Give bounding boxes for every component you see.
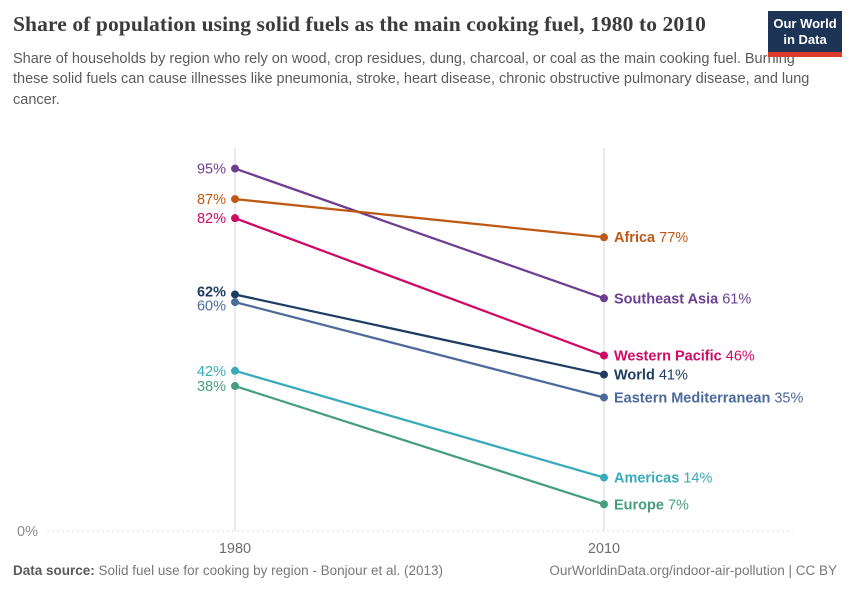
series-name-label[interactable]: Americas [614,471,679,487]
series-dot-start[interactable] [231,382,239,391]
zero-baseline-label: 0% [17,524,38,540]
series-end-value-label: 61% [718,291,751,307]
data-source-label: Data source: [13,563,95,578]
series-end-label[interactable]: World 41% [614,368,688,384]
series-name-label[interactable]: Europe [614,497,664,513]
series-africa: 87% Africa 77% [197,192,688,246]
series-eastern-mediterranean: 60% Eastern Mediterranean 35% [197,298,804,406]
series-dot-start[interactable] [231,195,239,204]
series-line[interactable] [234,167,605,300]
series-end-value-label: 14% [679,471,712,487]
series-name-label[interactable]: Africa [614,230,656,246]
series-europe: 38% Europe 7% [197,379,689,513]
series-start-value-label: 87% [197,192,226,208]
series-start-value-label: 82% [197,211,226,227]
series-line[interactable] [234,197,605,239]
series-dot-end[interactable] [600,370,608,379]
series-line[interactable] [234,301,605,399]
series-end-value-label: 7% [664,497,689,513]
series-end-value-label: 46% [722,349,755,365]
x-tick-2010: 2010 [588,541,620,557]
series-end-value-label: 41% [655,368,688,384]
series-end-label[interactable]: Europe 7% [614,497,689,513]
series-start-value-label: 38% [197,379,226,395]
series-dot-end[interactable] [600,351,608,360]
owid-logo: Our World in Data [768,11,842,57]
series-dot-start[interactable] [231,290,239,299]
series-end-label[interactable]: Southeast Asia 61% [614,291,751,307]
series-start-value-label: 62% [197,284,226,300]
series-dot-start[interactable] [231,214,239,223]
x-tick-1980: 1980 [219,541,251,557]
credit-link[interactable]: OurWorldinData.org/indoor-air-pollution … [549,563,837,578]
chart-header: Share of population using solid fuels as… [13,10,837,110]
series-start-value-label: 60% [197,298,226,314]
series-western-pacific: 82% Western Pacific 46% [197,211,755,364]
series-name-label[interactable]: World [614,368,655,384]
series-start-value-label: 42% [197,364,226,380]
chart-subtitle: Share of households by region who rely o… [13,50,810,108]
series-end-label[interactable]: Western Pacific 46% [614,349,755,365]
series-dot-end[interactable] [600,393,608,402]
series-end-label[interactable]: Eastern Mediterranean 35% [614,390,804,406]
owid-logo-line1: Our World [773,15,837,31]
data-source-note: Data source: Solid fuel use for cooking … [13,563,443,578]
series-end-value-label: 35% [770,390,803,406]
series-name-label[interactable]: Eastern Mediterranean [614,390,770,406]
series-dot-start[interactable] [231,164,239,173]
series-end-value-label: 77% [655,230,688,246]
series-world: 62% World 41% [197,284,688,383]
series-line[interactable] [234,369,605,479]
page-title: Share of population using solid fuels as… [13,12,706,36]
series-dot-start[interactable] [231,366,239,375]
series-end-label[interactable]: Africa 77% [614,230,688,246]
series-americas: 42% Americas 14% [197,364,712,487]
data-source-text: Solid fuel use for cooking by region - B… [94,563,443,578]
series-line[interactable] [234,384,605,506]
series-end-label[interactable]: Americas 14% [614,471,712,487]
series-line[interactable] [234,217,605,357]
series-start-value-label: 95% [197,162,226,178]
chart-footer: Data source: Solid fuel use for cooking … [13,563,837,578]
series-dot-end[interactable] [600,294,608,303]
series-dot-start[interactable] [231,298,239,307]
series-name-label[interactable]: Southeast Asia [614,291,719,307]
series-southeast-asia: 95% Southeast Asia 61% [197,162,751,308]
series-name-label[interactable]: Western Pacific [614,349,722,365]
series-line[interactable] [234,293,605,376]
series-dot-end[interactable] [600,233,608,242]
series-dot-end[interactable] [600,473,608,482]
series-dot-end[interactable] [600,500,608,509]
owid-logo-line2: in Data [783,31,827,47]
